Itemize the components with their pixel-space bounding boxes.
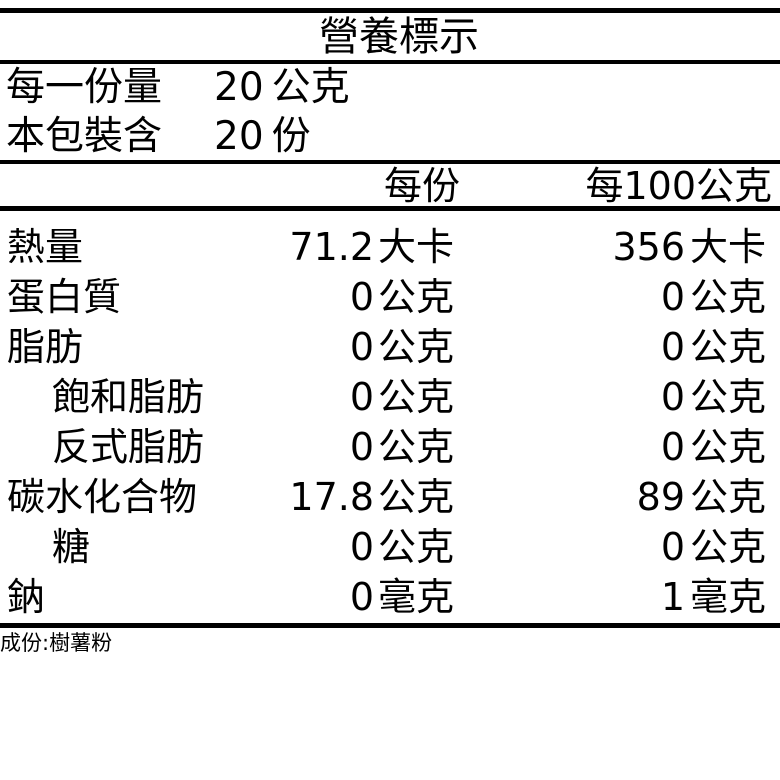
per-100g-unit: 公克 <box>690 375 767 419</box>
nutrient-name: 蛋白質 <box>7 275 122 319</box>
serving-size-label: 每一份量 <box>6 65 163 110</box>
per-100g-unit: 公克 <box>690 475 767 519</box>
ingredients: 成份:樹薯粉 <box>0 631 113 655</box>
per-100g-unit: 公克 <box>690 425 767 469</box>
per-serving-unit: 公克 <box>378 525 455 569</box>
per-100g-value: 89 <box>636 475 685 519</box>
per-serving-value: 0 <box>349 425 374 469</box>
per-serving-unit: 公克 <box>378 425 455 469</box>
column-per-100g: 每100公克 <box>585 164 772 208</box>
per-serving-unit: 公克 <box>378 375 455 419</box>
per-100g-unit: 公克 <box>690 325 767 369</box>
label-title: 營養標示 <box>319 14 479 60</box>
column-per-serving: 每份 <box>383 164 460 208</box>
per-serving-unit: 公克 <box>378 275 455 319</box>
nutrient-name: 熱量 <box>7 225 84 269</box>
top-rule <box>0 8 780 13</box>
per-100g-value: 356 <box>612 225 685 269</box>
header-rule <box>0 160 780 164</box>
nutrient-name: 鈉 <box>7 575 46 619</box>
per-100g-unit: 大卡 <box>690 225 767 269</box>
per-serving-unit: 公克 <box>378 325 455 369</box>
serving-size-value: 20 公克 <box>214 65 350 110</box>
per-serving-value: 71.2 <box>289 225 374 269</box>
per-serving-value: 0 <box>349 275 374 319</box>
bottom-rule <box>0 623 780 628</box>
servings-per-package-value: 20 份 <box>214 114 311 159</box>
per-100g-value: 0 <box>660 525 685 569</box>
per-serving-value: 0 <box>349 575 374 619</box>
per-100g-value: 0 <box>660 425 685 469</box>
nutrient-name: 反式脂肪 <box>52 425 205 469</box>
per-100g-unit: 毫克 <box>690 575 767 619</box>
per-100g-value: 0 <box>660 275 685 319</box>
per-100g-unit: 公克 <box>690 275 767 319</box>
per-serving-value: 17.8 <box>289 475 374 519</box>
per-serving-value: 0 <box>349 325 374 369</box>
per-serving-value: 0 <box>349 375 374 419</box>
per-100g-value: 0 <box>660 325 685 369</box>
per-serving-value: 0 <box>349 525 374 569</box>
per-serving-unit: 公克 <box>378 475 455 519</box>
servings-per-package-label: 本包裝含 <box>6 114 163 159</box>
per-100g-value: 0 <box>660 375 685 419</box>
title-rule <box>0 60 780 64</box>
per-serving-unit: 毫克 <box>378 575 455 619</box>
header-bottom-rule <box>0 206 780 211</box>
nutrient-name: 脂肪 <box>7 325 84 369</box>
nutrient-name: 飽和脂肪 <box>52 375 205 419</box>
per-100g-unit: 公克 <box>690 525 767 569</box>
per-100g-value: 1 <box>660 575 685 619</box>
nutrient-name: 碳水化合物 <box>7 475 198 519</box>
per-serving-unit: 大卡 <box>378 225 455 269</box>
nutrient-name: 糖 <box>52 525 91 569</box>
